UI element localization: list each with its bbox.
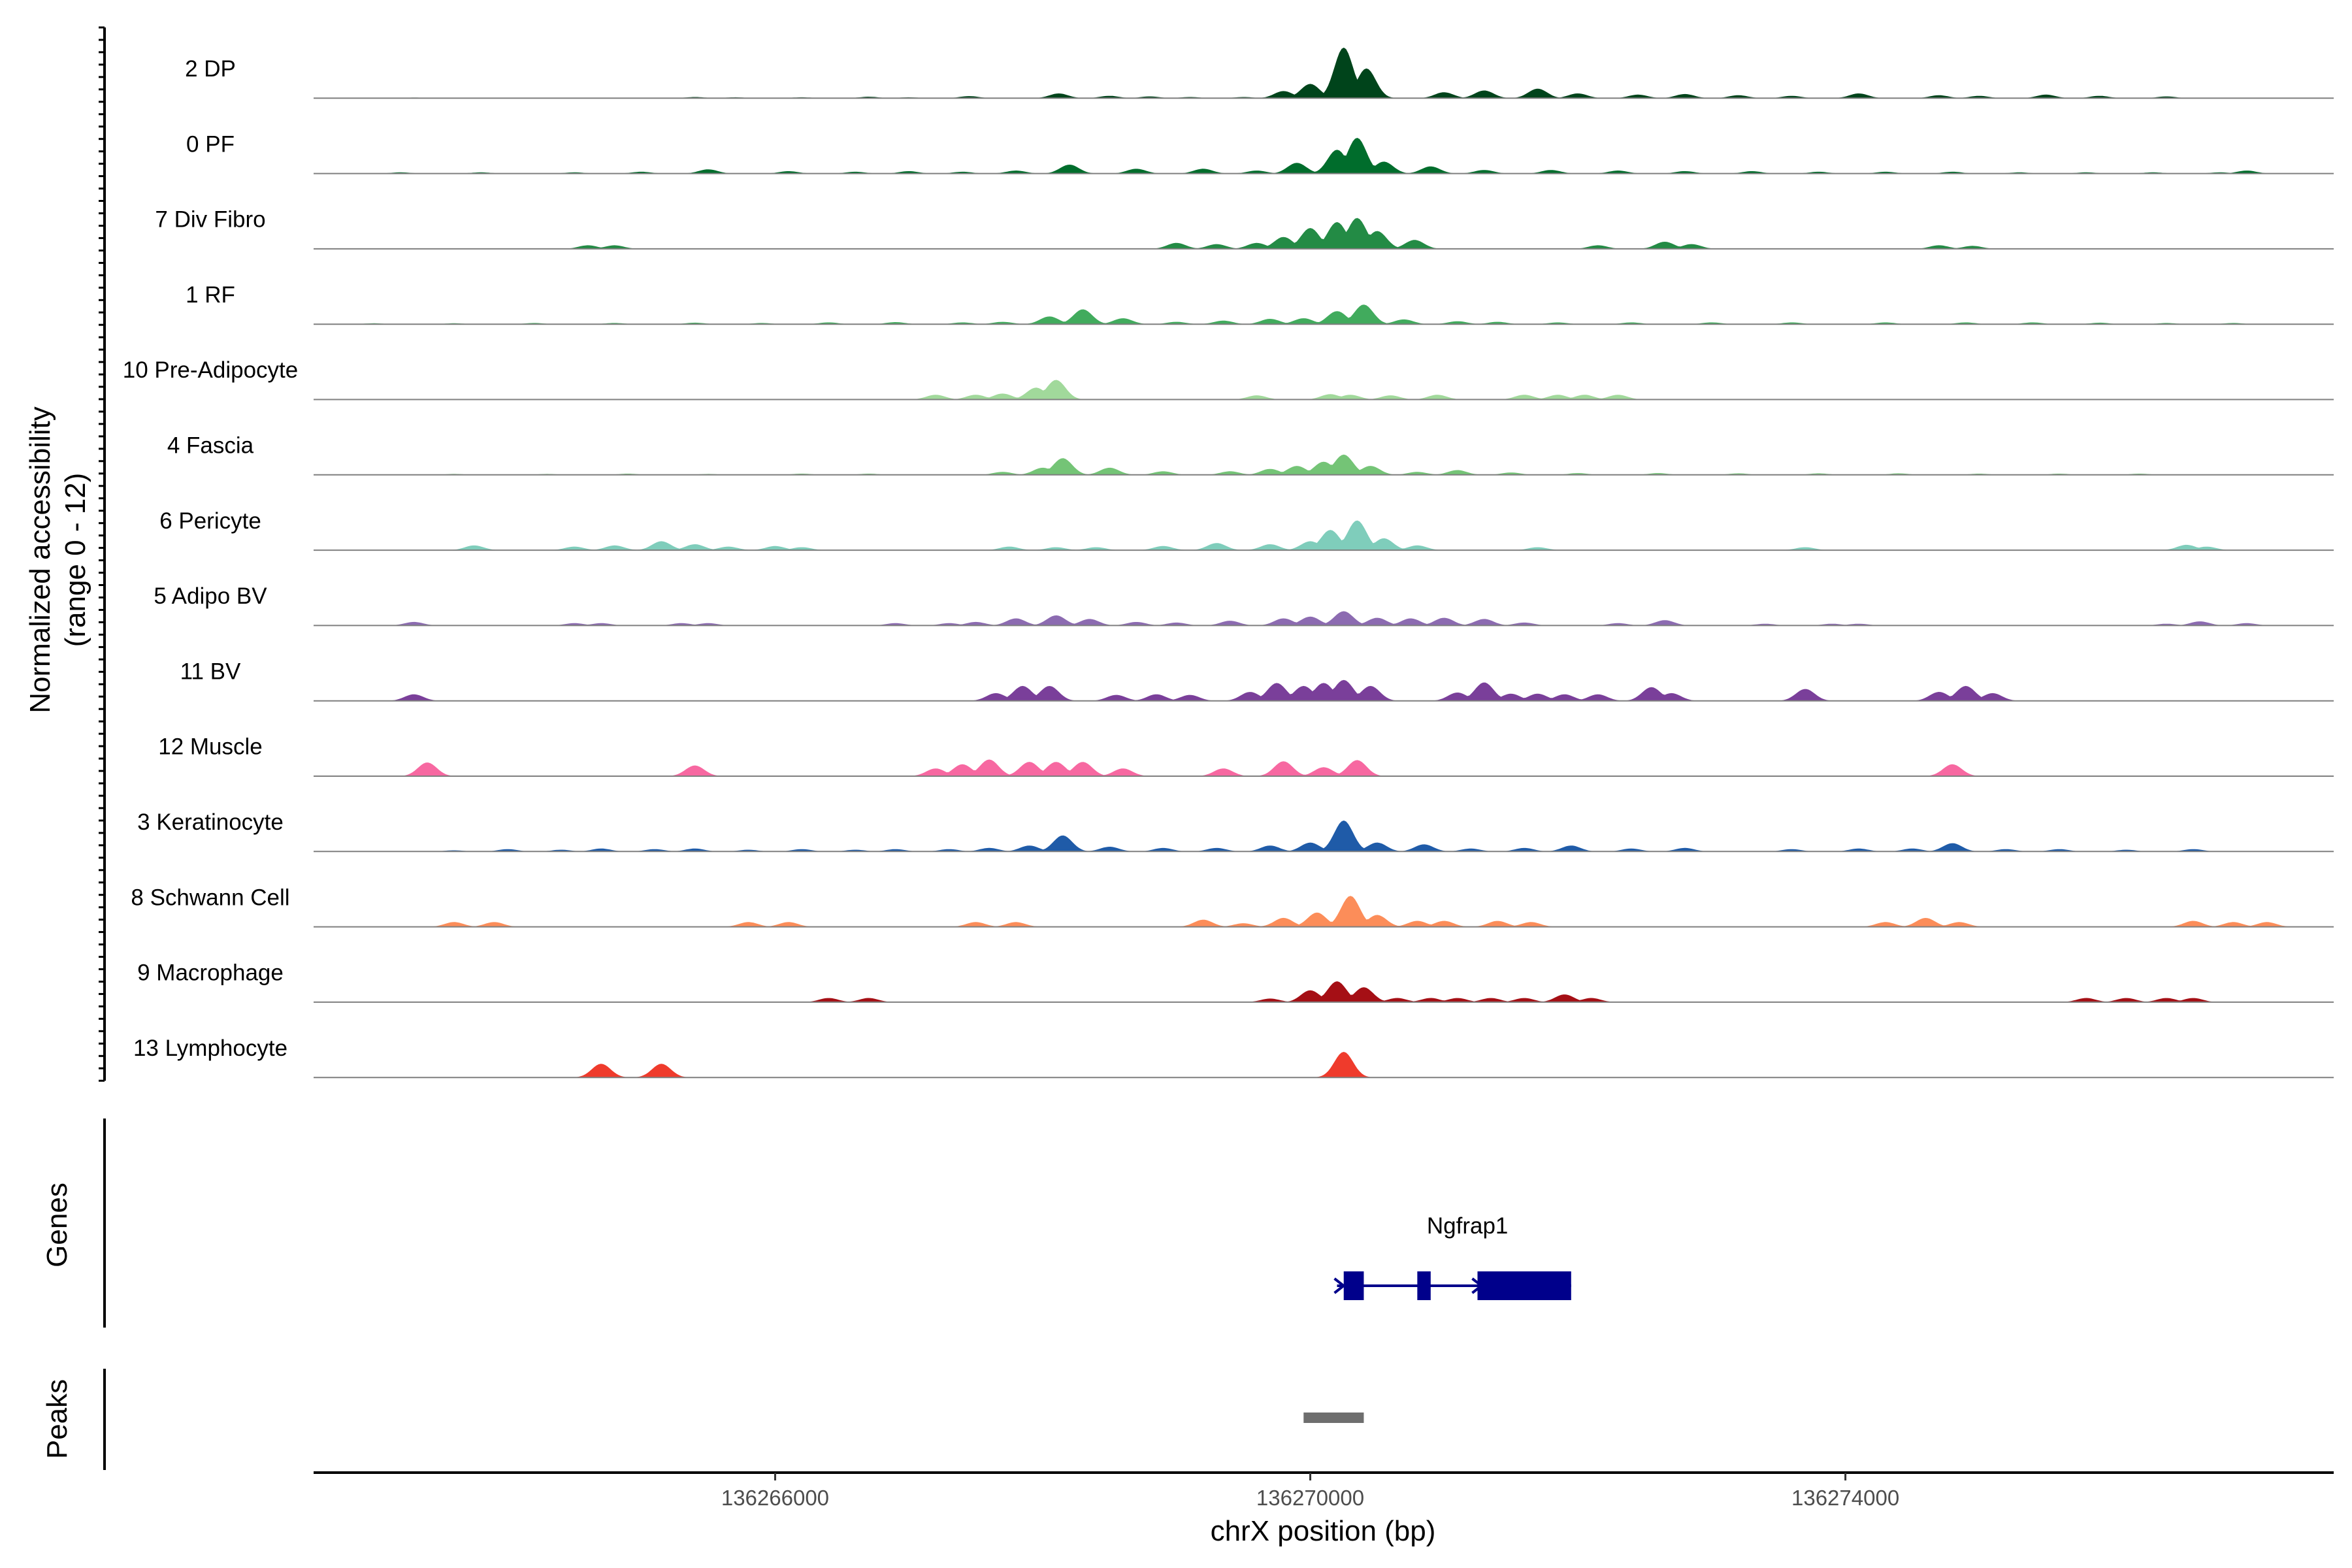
coverage-area xyxy=(314,304,2334,325)
track-8-schwann-cell: 8 Schwann Cell xyxy=(131,885,2334,928)
track-label: 1 RF xyxy=(186,282,235,308)
y-axis-range-label: (range 0 - 12) xyxy=(59,473,91,647)
coverage-area xyxy=(314,1052,2334,1078)
coverage-area xyxy=(314,611,2334,626)
track-6-pericyte: 6 Pericyte xyxy=(159,508,2334,551)
peaks-panel xyxy=(103,1369,1364,1470)
x-axis-title: chrX position (bp) xyxy=(1211,1515,1436,1547)
coverage-area xyxy=(314,679,2334,701)
x-axis: 136266000 136270000 136274000 xyxy=(314,1471,2334,1510)
track-7-div-fibro: 7 Div Fibro xyxy=(155,207,2334,250)
track-4-fascia: 4 Fascia xyxy=(167,433,2334,476)
track-label: 13 Lymphocyte xyxy=(133,1036,287,1061)
peak-region xyxy=(1303,1413,1364,1423)
track-5-adipo-bv: 5 Adipo BV xyxy=(154,583,2334,627)
track-label: 10 Pre-Adipocyte xyxy=(123,357,298,383)
track-label: 0 PF xyxy=(186,131,235,157)
gene-exon xyxy=(1477,1271,1571,1300)
genes-panel-title: Genes xyxy=(41,1183,73,1267)
coverage-area xyxy=(314,820,2334,852)
coverage-area xyxy=(314,759,2334,776)
track-0-pf: 0 PF xyxy=(186,131,2334,174)
track-label: 5 Adipo BV xyxy=(154,583,267,609)
track-label: 2 DP xyxy=(185,56,236,82)
track-label: 3 Keratinocyte xyxy=(137,809,284,835)
gene-ngfrap1: Ngfrap1 xyxy=(1333,1213,1571,1300)
strand-arrow xyxy=(1333,1277,1346,1294)
coverage-area xyxy=(314,138,2334,174)
track-9-macrophage: 9 Macrophage xyxy=(137,960,2334,1003)
coverage-panel: 2 DP 0 PF 7 Div Fibro 1 RF 10 Pre-Adipocyte 4… xyxy=(99,26,2334,1082)
track-label: 12 Muscle xyxy=(158,734,263,760)
track-3-keratinocyte: 3 Keratinocyte xyxy=(137,809,2334,853)
x-tick-label: 136266000 xyxy=(721,1486,829,1510)
y-axis-title: Normalized accessibility xyxy=(24,406,56,713)
x-tick-label: 136270000 xyxy=(1256,1486,1364,1510)
track-12-muscle: 12 Muscle xyxy=(158,734,2334,777)
coverage-area xyxy=(314,380,2334,400)
track-label: 6 Pericyte xyxy=(159,508,261,534)
track-11-bv: 11 BV xyxy=(180,659,2334,702)
track-label: 9 Macrophage xyxy=(137,960,284,986)
track-1-rf: 1 RF xyxy=(186,282,2334,325)
coverage-area xyxy=(314,520,2334,551)
track-13-lymphocyte: 13 Lymphocyte xyxy=(133,1036,2334,1079)
genes-panel: Ngfrap1 xyxy=(103,1119,1571,1328)
x-tick-label: 136274000 xyxy=(1791,1486,1899,1510)
track-label: 7 Div Fibro xyxy=(155,207,265,233)
track-10-pre-adipocyte: 10 Pre-Adipocyte xyxy=(123,357,2334,400)
coverage-area xyxy=(314,218,2334,249)
gene-label: Ngfrap1 xyxy=(1427,1213,1509,1239)
track-label: 4 Fascia xyxy=(167,433,254,459)
track-label: 8 Schwann Cell xyxy=(131,885,289,910)
coverage-area xyxy=(314,47,2334,99)
gene-exon xyxy=(1417,1271,1431,1300)
track-label: 11 BV xyxy=(180,659,241,684)
coverage-area xyxy=(314,454,2334,475)
track-2-dp: 2 DP xyxy=(185,47,2334,99)
peaks-panel-title: Peaks xyxy=(41,1379,73,1459)
coverage-area xyxy=(314,896,2334,927)
coverage-area xyxy=(314,981,2334,1002)
gene-exon xyxy=(1343,1271,1364,1300)
